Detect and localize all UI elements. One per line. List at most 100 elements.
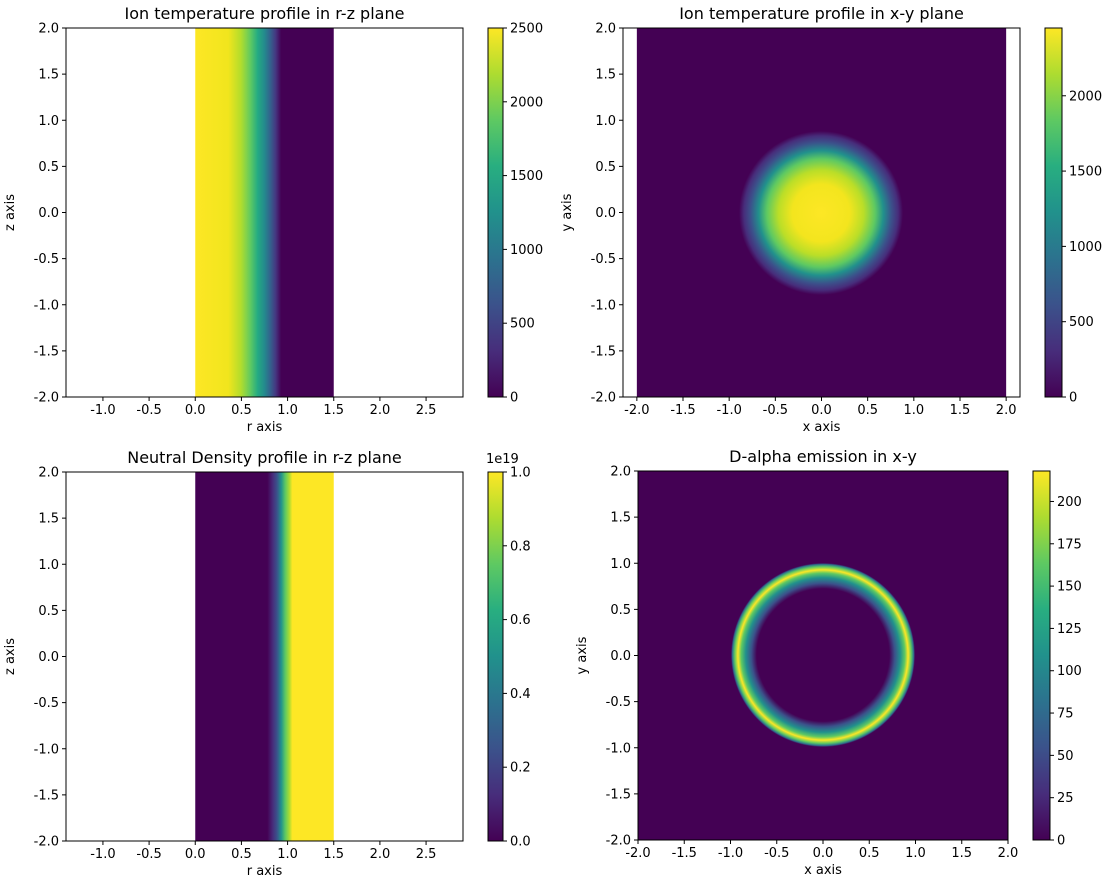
x-axis-label: x axis xyxy=(804,863,842,878)
x-tick-label: -1.5 xyxy=(672,846,697,861)
y-tick-label: -0.5 xyxy=(591,252,616,267)
x-tick-label: -1.0 xyxy=(718,846,743,861)
y-axis-label: y axis xyxy=(560,193,575,231)
y-tick-label: -2.0 xyxy=(34,835,59,850)
x-tick-label: 0.5 xyxy=(857,403,878,418)
y-tick-label: 0.5 xyxy=(595,160,616,175)
colorbar-tick-label: 0 xyxy=(510,391,518,406)
colorbar-tick-label: 200 xyxy=(1057,495,1082,510)
y-tick-label: 2.0 xyxy=(38,466,59,481)
y-tick-label: -2.0 xyxy=(591,391,616,406)
colorbar-tick-label: 0.2 xyxy=(510,761,531,776)
x-tick-label: -1.5 xyxy=(670,403,695,418)
colorbar-tick-label: 0.4 xyxy=(510,687,531,702)
heatmap-image xyxy=(195,28,334,397)
colorbar-tick-label: 2000 xyxy=(1069,89,1102,104)
chart-title: Neutral Density profile in r-z plane xyxy=(127,448,402,467)
y-tick-label: -2.0 xyxy=(606,834,631,849)
y-tick-label: 0.0 xyxy=(595,206,616,221)
x-axis-label: x axis xyxy=(803,420,841,435)
x-tick-label: 0.0 xyxy=(813,846,834,861)
colorbar-tick-label: 175 xyxy=(1057,537,1082,552)
x-tick-label: 0.5 xyxy=(231,847,252,862)
x-axis-label: r axis xyxy=(247,864,283,879)
colorbar-tick-label: 150 xyxy=(1057,580,1082,595)
y-tick-label: 1.0 xyxy=(38,114,59,129)
colorbar-tick-label: 75 xyxy=(1057,707,1074,722)
colorbar-tick-label: 2000 xyxy=(510,95,543,110)
y-tick-label: 1.5 xyxy=(38,68,59,83)
colorbar-tick-label: 0.6 xyxy=(510,613,531,628)
x-tick-label: -2.0 xyxy=(624,403,649,418)
y-tick-label: -1.0 xyxy=(591,298,616,313)
subplot-1: -1.0 -0.5 0.0 0.5 1.0 1.5 2.0 2.5 -2.0 -1.5 -1.0 -0… xyxy=(3,4,543,435)
x-tick-label: 1.0 xyxy=(905,846,926,861)
y-tick-label: 2.0 xyxy=(38,22,59,37)
colorbar-tick-label: 0 xyxy=(1057,834,1065,849)
y-tick-label: -0.5 xyxy=(34,252,59,267)
colorbar-tick-label: 0.0 xyxy=(510,835,531,850)
x-tick-label: -0.5 xyxy=(764,846,789,861)
colorbar-tick-label: 1000 xyxy=(510,243,543,258)
colorbar-tick-label: 1000 xyxy=(1069,240,1102,255)
colorbar-offset-label: 1e19 xyxy=(486,452,519,467)
x-tick-label: 1.0 xyxy=(277,403,298,418)
colorbar-tick-label: 100 xyxy=(1057,664,1082,679)
colorbar-tick-label: 500 xyxy=(510,317,535,332)
colorbar-tick-label: 1500 xyxy=(1069,165,1102,180)
colorbar-tick-label: 50 xyxy=(1057,749,1074,764)
y-tick-label: -0.5 xyxy=(34,696,59,711)
y-tick-label: 1.5 xyxy=(38,512,59,527)
x-tick-label: -1.0 xyxy=(90,403,115,418)
y-tick-label: -1.5 xyxy=(606,787,631,802)
y-tick-label: 2.0 xyxy=(610,465,631,480)
colorbar-tick-label: 125 xyxy=(1057,622,1082,637)
x-tick-label: 2.5 xyxy=(416,403,437,418)
x-tick-label: -2.0 xyxy=(625,846,650,861)
y-tick-label: -1.0 xyxy=(34,298,59,313)
colorbar-tick-label: 2500 xyxy=(510,22,543,37)
y-tick-label: -0.5 xyxy=(606,695,631,710)
y-tick-label: 0.5 xyxy=(38,604,59,619)
colorbar xyxy=(1044,27,1063,398)
y-tick-label: 1.0 xyxy=(595,114,616,129)
x-tick-label: 0.0 xyxy=(811,403,832,418)
colorbar xyxy=(487,471,504,842)
y-axis-label: z axis xyxy=(3,638,18,675)
x-tick-label: -0.5 xyxy=(136,403,161,418)
chart-title: Ion temperature profile in r-z plane xyxy=(125,4,405,23)
x-tick-label: 1.0 xyxy=(903,403,924,418)
y-tick-label: 0.5 xyxy=(38,160,59,175)
colorbar xyxy=(487,27,504,398)
y-axis-label: y axis xyxy=(575,636,590,674)
y-tick-label: 2.0 xyxy=(595,22,616,37)
x-tick-label: -0.5 xyxy=(136,847,161,862)
x-tick-label: -1.0 xyxy=(716,403,741,418)
y-tick-label: 0.0 xyxy=(38,650,59,665)
y-tick-label: -1.0 xyxy=(606,741,631,756)
x-tick-label: 0.5 xyxy=(859,846,880,861)
x-tick-label: 2.5 xyxy=(416,847,437,862)
x-tick-label: 1.5 xyxy=(323,403,344,418)
x-tick-label: 2.0 xyxy=(996,403,1017,418)
chart-title: D-alpha emission in x-y xyxy=(729,447,917,466)
y-tick-label: 0.0 xyxy=(610,649,631,664)
y-tick-label: 0.0 xyxy=(38,206,59,221)
colorbar-tick-label: 500 xyxy=(1069,315,1094,330)
heatmap-image xyxy=(638,471,1008,840)
colorbar-tick-label: 0.8 xyxy=(510,539,531,554)
x-axis-label: r axis xyxy=(247,420,283,435)
colorbar-tick-label: 1500 xyxy=(510,169,543,184)
y-tick-label: -1.5 xyxy=(34,344,59,359)
x-tick-label: 1.0 xyxy=(277,847,298,862)
x-tick-label: 1.5 xyxy=(950,403,971,418)
x-tick-label: 2.0 xyxy=(370,847,391,862)
x-tick-label: 0.0 xyxy=(185,403,206,418)
x-tick-label: 1.5 xyxy=(951,846,972,861)
y-tick-label: -2.0 xyxy=(34,391,59,406)
y-tick-label: 1.5 xyxy=(610,511,631,526)
subplot-4: -2.0 -1.5 -1.0 -0.5 0.0 0.5 1.0 1.5 2.0 -2.0 -1.5 -… xyxy=(575,447,1082,878)
x-tick-label: -1.0 xyxy=(90,847,115,862)
subplot-3: -1.0 -0.5 0.0 0.5 1.0 1.5 2.0 2.5 -2.0 -1.5 -1.0 -0… xyxy=(3,448,531,879)
